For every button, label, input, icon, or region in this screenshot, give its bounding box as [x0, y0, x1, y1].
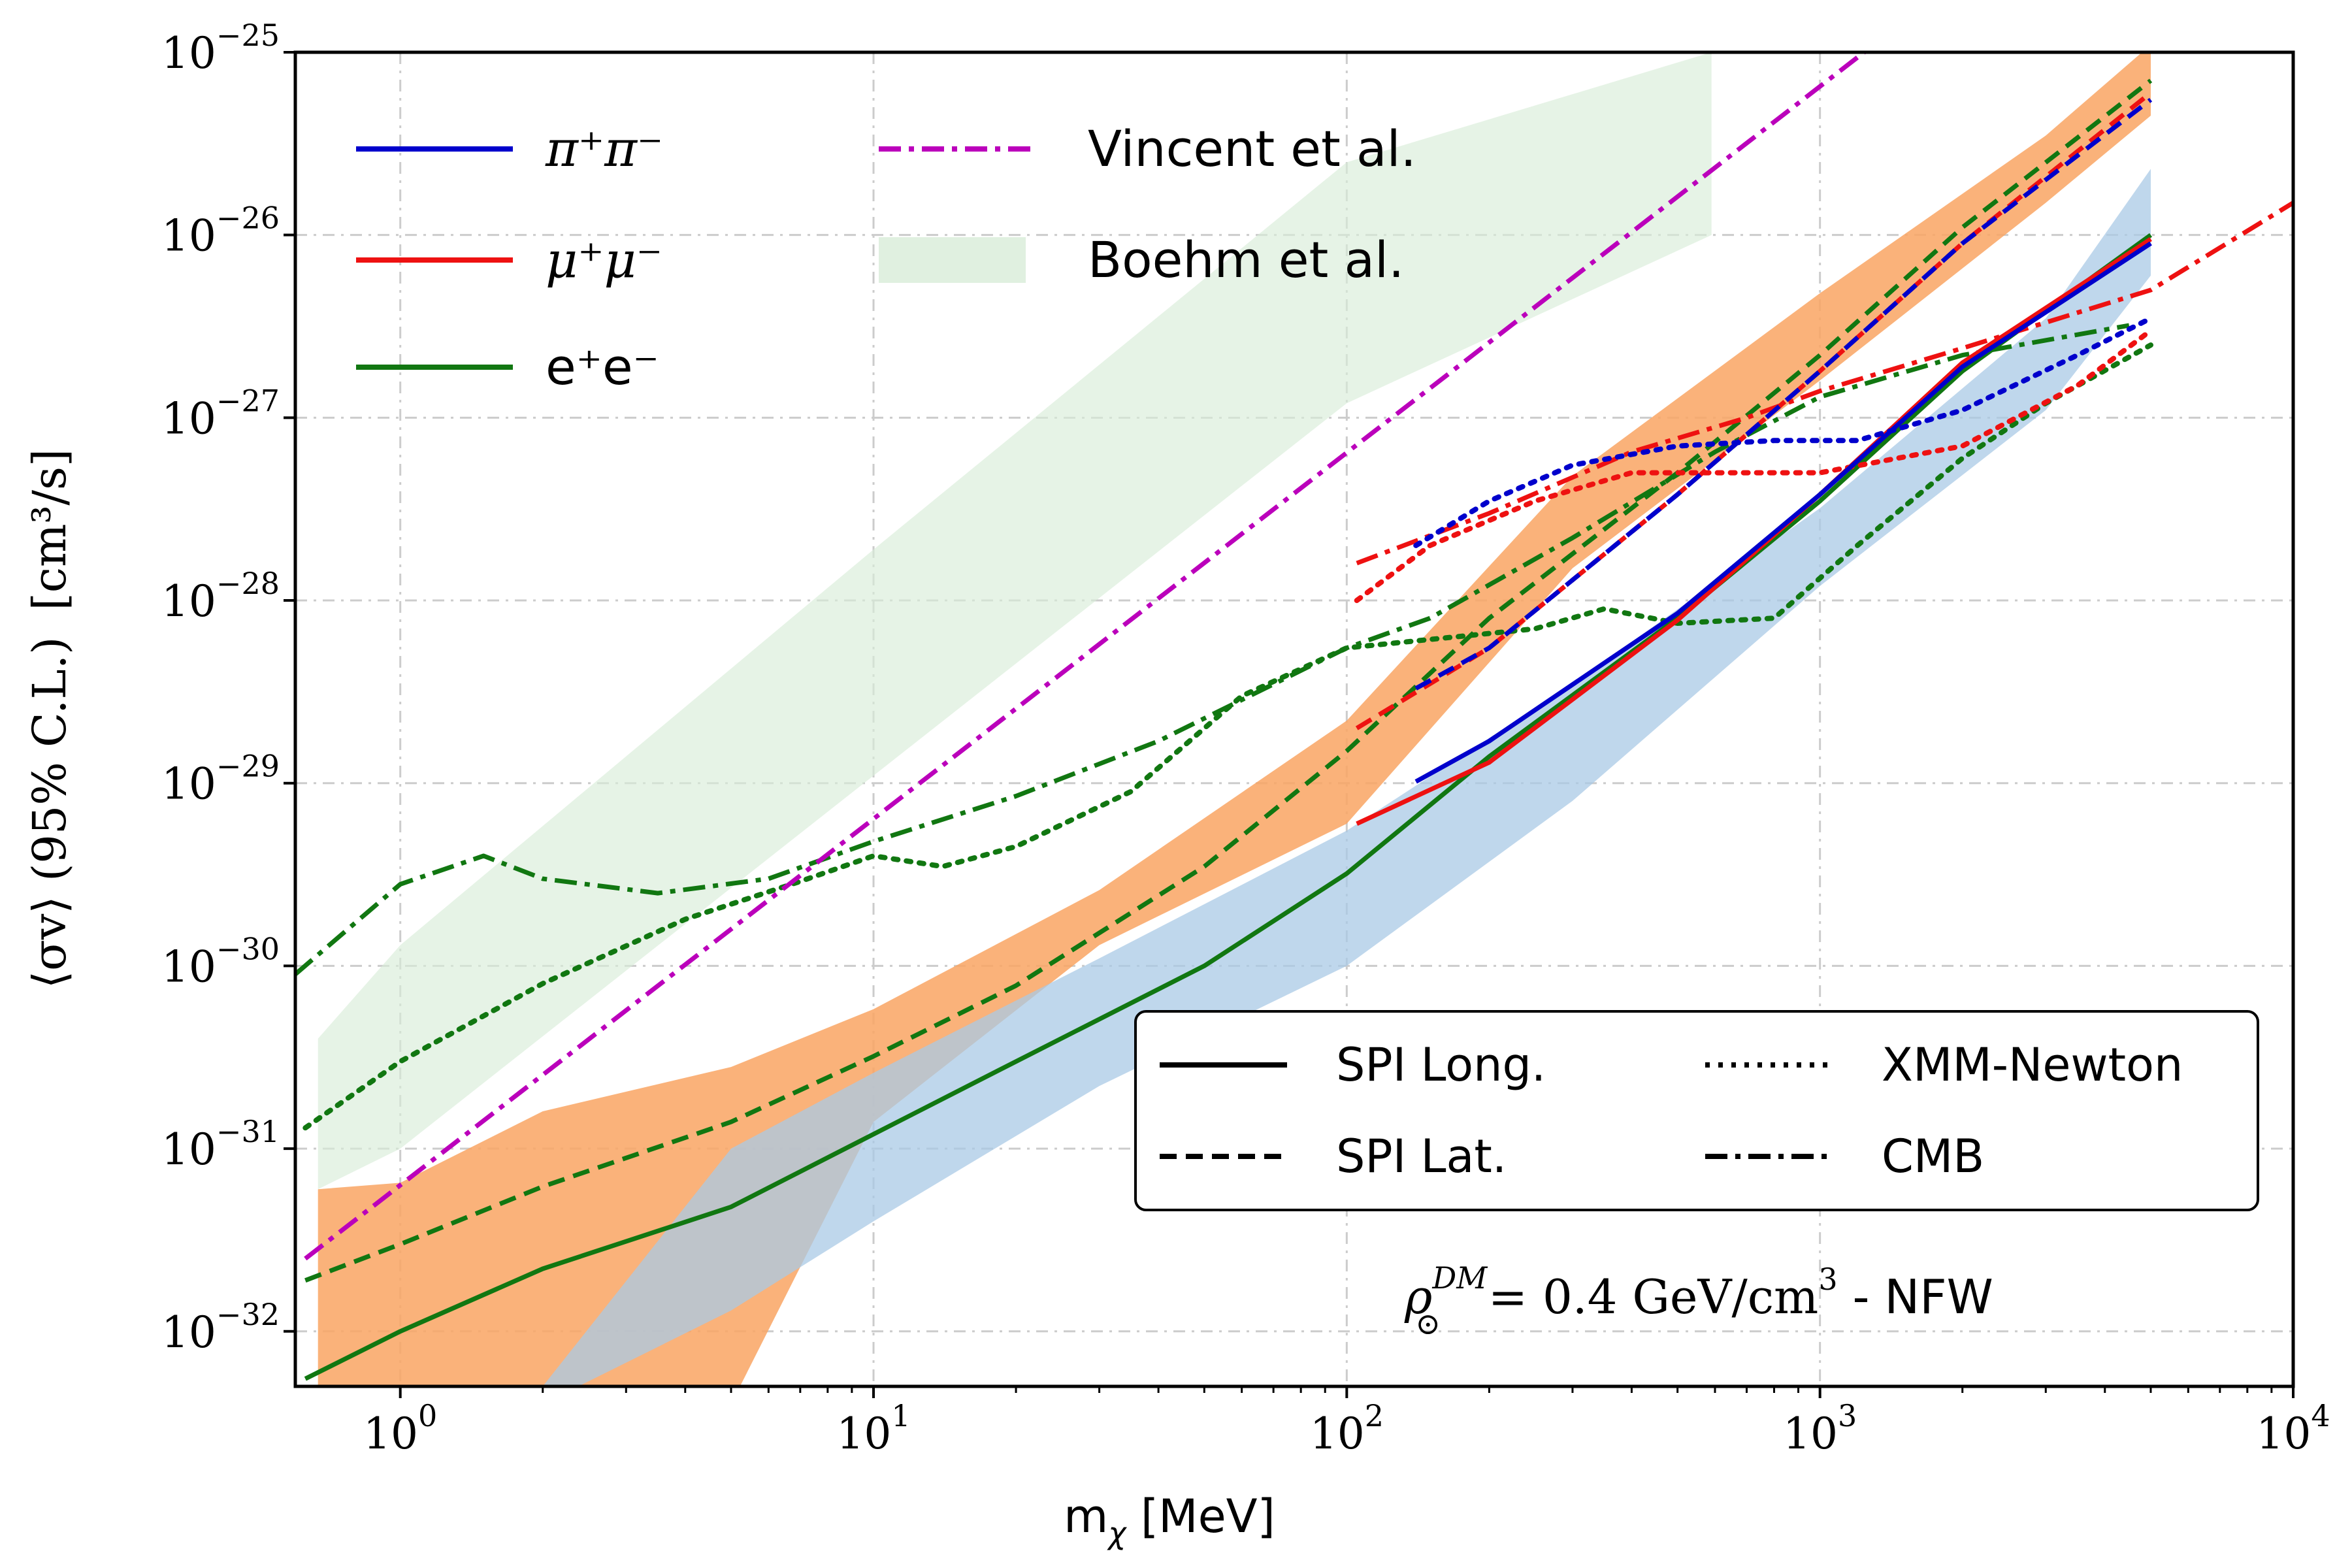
series-ee-dotted: [302, 342, 2153, 1131]
density-annotation: ρDM ⊙ = 0.4 GeV/cm3 - NFW: [1404, 1260, 1993, 1341]
x-tick-label: 103: [1783, 1398, 1857, 1459]
legend-label: Vincent et al.: [1088, 120, 1416, 178]
ticks: 100 101 102 103 104 10−32 10−31 10−30 10−29 10−28…: [161, 18, 2330, 1459]
y-tick-label: 10−26: [161, 201, 280, 261]
series-vincent-dashdot: [304, 52, 1868, 1261]
annot-rest: = 0.4 GeV/cm: [1473, 1269, 1818, 1324]
y-tick-label: 10−25: [161, 18, 280, 78]
style-legend-box: [1134, 1010, 2259, 1211]
annot-suffix: - NFW: [1838, 1269, 1993, 1324]
style-legend: SPI Long. SPI Lat. XMM-Newton CMB: [1134, 1010, 2259, 1211]
x-tick-label: 102: [1310, 1398, 1384, 1459]
y-axis-title: ⟨σv⟩ (95% C.L.) [cm³/s]: [23, 449, 76, 989]
x-tick-label: 104: [2256, 1398, 2330, 1459]
bands: [318, 52, 2151, 1386]
legend-label: Boehm et al.: [1088, 231, 1404, 289]
style-legend-label: XMM-Newton: [1882, 1038, 2183, 1092]
series-pipi-dotted: [1413, 316, 2153, 548]
y-tick-label: 10−28: [161, 566, 280, 627]
x-axis-title-sub: χ: [1106, 1516, 1127, 1551]
legend-label: μ⁺μ⁻: [546, 231, 662, 289]
style-legend-label: SPI Lat.: [1336, 1130, 1507, 1183]
style-legend-label: CMB: [1882, 1130, 1984, 1183]
legend-swatch-boehm: [879, 237, 1026, 283]
y-tick-label: 10−30: [161, 931, 280, 992]
y-axis-title-unit: [cm³/s]: [23, 449, 76, 611]
series-mumu-dashdot: [1356, 201, 2293, 566]
x-axis-title: mχ [MeV]: [1064, 1490, 1275, 1551]
legend-label: π⁺π⁻: [545, 120, 663, 178]
annot-sub: ⊙: [1415, 1306, 1441, 1341]
legend-label: e⁺e⁻: [546, 338, 659, 396]
plot-frame: [293, 50, 2295, 1388]
y-tick-label: 10−27: [161, 383, 280, 444]
series-pipi-dashed: [1414, 97, 2153, 691]
x-axis-title-base: m: [1064, 1490, 1108, 1543]
annot-rho: ρ: [1404, 1269, 1432, 1324]
series-ee-dashed: [304, 78, 2153, 1283]
style-legend-label: SPI Long.: [1336, 1038, 1546, 1092]
y-tick-label: 10−29: [161, 749, 280, 809]
band-boehm-et-al-: [318, 52, 1712, 1190]
y-tick-label: 10−32: [161, 1297, 280, 1358]
series-lines: [295, 52, 2293, 1381]
series-mumu-solid: [1356, 237, 2152, 826]
channel-legend: π⁺π⁻ μ⁺μ⁻ e⁺e⁻ Vincent et al. Boehm et al.: [356, 120, 1416, 396]
annot-sup: DM: [1431, 1260, 1488, 1296]
series-mumu-dotted: [1354, 327, 2153, 604]
band-spi-lat-band: [318, 52, 2151, 1386]
band-spi-long-band: [542, 169, 2151, 1386]
y-axis-title-main: ⟨σv⟩ (95% C.L.): [23, 637, 76, 989]
annot-rest-sup: 3: [1818, 1262, 1837, 1297]
x-tick-label: 100: [363, 1398, 437, 1459]
x-tick-label: 101: [836, 1398, 910, 1459]
series-pipi-solid: [1414, 241, 2152, 784]
series-ee-solid: [304, 233, 2153, 1381]
x-axis-title-unit: [MeV]: [1126, 1490, 1275, 1543]
y-tick-label: 10−31: [161, 1114, 280, 1175]
